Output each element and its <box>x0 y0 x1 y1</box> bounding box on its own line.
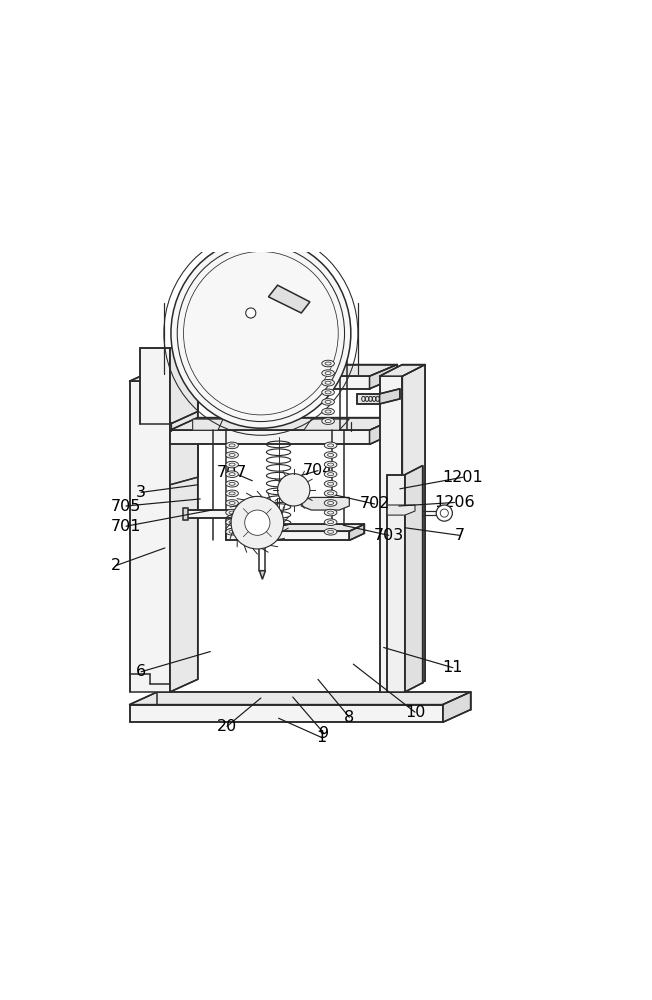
Text: 704: 704 <box>303 463 333 478</box>
Ellipse shape <box>226 452 239 458</box>
Ellipse shape <box>226 490 239 497</box>
Polygon shape <box>357 394 379 404</box>
Bar <box>183 508 188 520</box>
Polygon shape <box>170 376 370 389</box>
Text: 1201: 1201 <box>443 470 483 485</box>
Ellipse shape <box>322 418 334 424</box>
Text: 7: 7 <box>454 528 464 543</box>
Text: 707: 707 <box>217 465 247 480</box>
Polygon shape <box>259 571 265 579</box>
Circle shape <box>436 505 452 521</box>
Polygon shape <box>170 430 370 444</box>
Polygon shape <box>349 524 364 540</box>
Ellipse shape <box>322 370 334 376</box>
Ellipse shape <box>226 500 239 506</box>
Ellipse shape <box>226 528 239 535</box>
Text: 8: 8 <box>344 710 355 725</box>
Ellipse shape <box>322 408 334 415</box>
Polygon shape <box>170 369 198 692</box>
Ellipse shape <box>226 461 239 468</box>
Circle shape <box>244 510 270 535</box>
Polygon shape <box>170 418 397 430</box>
Polygon shape <box>226 531 349 540</box>
Polygon shape <box>387 475 405 692</box>
Ellipse shape <box>226 519 239 525</box>
Ellipse shape <box>226 509 239 516</box>
Text: 702: 702 <box>359 496 390 511</box>
Polygon shape <box>226 524 364 531</box>
Ellipse shape <box>246 308 256 318</box>
Text: 9: 9 <box>319 726 329 741</box>
Text: 1: 1 <box>316 730 327 745</box>
Ellipse shape <box>322 389 334 396</box>
Bar <box>340 307 347 313</box>
Polygon shape <box>185 510 243 518</box>
Polygon shape <box>170 336 198 424</box>
Text: 6: 6 <box>136 664 146 679</box>
Polygon shape <box>405 466 422 692</box>
Ellipse shape <box>226 480 239 487</box>
Polygon shape <box>370 365 397 389</box>
Polygon shape <box>370 418 397 444</box>
Ellipse shape <box>324 442 337 449</box>
Text: 703: 703 <box>374 528 404 543</box>
Ellipse shape <box>226 471 239 477</box>
Polygon shape <box>379 389 400 404</box>
Polygon shape <box>130 381 170 692</box>
Polygon shape <box>402 365 425 692</box>
Circle shape <box>278 474 310 506</box>
Polygon shape <box>443 692 471 722</box>
Ellipse shape <box>322 379 334 386</box>
Ellipse shape <box>324 480 337 487</box>
Ellipse shape <box>324 509 337 516</box>
Text: 701: 701 <box>111 519 141 534</box>
Text: 20: 20 <box>217 719 237 734</box>
Ellipse shape <box>171 238 351 428</box>
Ellipse shape <box>226 442 239 449</box>
Text: 705: 705 <box>111 499 141 514</box>
Text: 10: 10 <box>405 705 425 720</box>
Ellipse shape <box>324 452 337 458</box>
Ellipse shape <box>324 528 337 535</box>
Polygon shape <box>170 434 198 485</box>
Polygon shape <box>130 705 443 722</box>
Polygon shape <box>301 497 349 510</box>
Polygon shape <box>379 365 425 376</box>
Ellipse shape <box>324 461 337 468</box>
Text: 3: 3 <box>136 485 146 500</box>
Ellipse shape <box>324 490 337 497</box>
Polygon shape <box>379 376 402 692</box>
Polygon shape <box>140 348 170 424</box>
Bar <box>256 511 269 520</box>
Text: 11: 11 <box>443 660 463 675</box>
Polygon shape <box>130 692 471 705</box>
Polygon shape <box>170 365 397 376</box>
Ellipse shape <box>324 471 337 477</box>
Circle shape <box>231 496 284 549</box>
Polygon shape <box>387 505 415 515</box>
Polygon shape <box>304 419 349 430</box>
Text: 1206: 1206 <box>434 495 475 510</box>
Polygon shape <box>130 369 198 381</box>
Polygon shape <box>269 285 310 313</box>
Ellipse shape <box>322 399 334 405</box>
Text: 2: 2 <box>111 558 121 573</box>
Polygon shape <box>193 419 223 430</box>
Ellipse shape <box>324 519 337 525</box>
Ellipse shape <box>324 500 337 506</box>
Ellipse shape <box>322 360 334 367</box>
